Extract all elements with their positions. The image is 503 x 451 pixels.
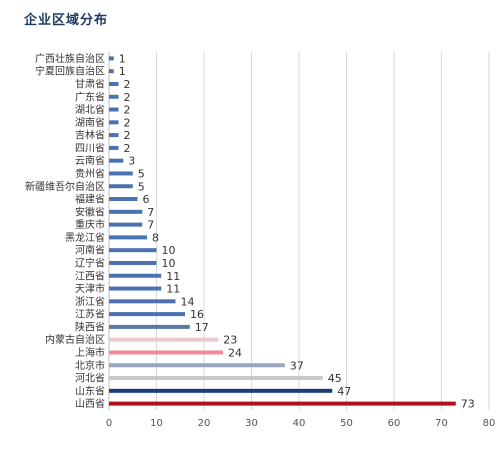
- category-label: 四川省: [75, 141, 105, 154]
- value-label: 7: [147, 206, 154, 219]
- bar: [109, 235, 147, 240]
- bar: [109, 69, 114, 74]
- value-label: 8: [152, 231, 159, 244]
- chart-title: 企业区域分布: [24, 13, 109, 28]
- category-label: 黑龙江省: [65, 231, 105, 244]
- bar: [109, 158, 124, 163]
- category-label: 辽宁省: [75, 256, 105, 269]
- bar: [109, 133, 119, 138]
- x-tick-label: 30: [245, 418, 258, 429]
- x-tick-label: 40: [293, 418, 306, 429]
- value-label: 2: [124, 78, 131, 91]
- category-label: 浙江省: [75, 295, 105, 308]
- bar: [109, 107, 119, 112]
- value-label: 16: [190, 308, 204, 321]
- bar: [109, 209, 143, 214]
- bar: [109, 286, 162, 291]
- category-label: 广西壮族自治区: [35, 52, 105, 65]
- category-label: 新疆维吾尔自治区: [25, 180, 105, 193]
- category-label: 北京市: [75, 359, 105, 372]
- bar: [109, 248, 157, 253]
- value-label: 5: [138, 180, 145, 193]
- value-label: 14: [181, 295, 195, 308]
- x-tick-label: 60: [388, 418, 401, 429]
- bar: [109, 350, 223, 355]
- category-label: 安徽省: [75, 205, 105, 218]
- category-label: 江西省: [75, 269, 105, 282]
- bar: [109, 401, 456, 406]
- category-label: 宁夏回族自治区: [35, 65, 105, 78]
- bar: [109, 145, 119, 150]
- value-label: 23: [223, 334, 237, 347]
- category-label: 天津市: [75, 282, 105, 295]
- value-label: 11: [166, 283, 180, 296]
- bar: [109, 273, 162, 278]
- category-label: 山东省: [75, 384, 105, 397]
- bar: [109, 299, 176, 304]
- x-tick-label: 70: [435, 418, 448, 429]
- category-label: 山西省: [75, 397, 105, 410]
- value-label: 17: [195, 321, 209, 334]
- category-label: 广东省: [75, 90, 105, 103]
- bar: [109, 260, 157, 265]
- value-label: 6: [143, 193, 150, 206]
- x-tick-label: 10: [150, 418, 163, 429]
- bar: [109, 222, 143, 227]
- bar: [109, 94, 119, 99]
- value-label: 37: [290, 359, 304, 372]
- value-label: 2: [124, 142, 131, 155]
- bar: [109, 337, 219, 342]
- bar: [109, 363, 285, 368]
- category-label: 福建省: [75, 193, 105, 206]
- category-label: 湖北省: [75, 103, 105, 116]
- value-label: 1: [119, 65, 126, 78]
- value-label: 5: [138, 167, 145, 180]
- bar: [109, 171, 133, 176]
- value-label: 2: [124, 129, 131, 142]
- value-label: 3: [128, 155, 135, 168]
- x-tick-label: 80: [483, 418, 496, 429]
- value-label: 1: [119, 52, 126, 65]
- category-label: 陕西省: [75, 320, 105, 333]
- value-label: 2: [124, 91, 131, 104]
- category-label: 甘肃省: [75, 77, 105, 90]
- bar: [109, 197, 138, 202]
- value-label: 73: [461, 398, 475, 411]
- value-label: 10: [162, 257, 176, 270]
- value-label: 11: [166, 270, 180, 283]
- category-label: 河南省: [75, 244, 105, 257]
- value-label: 10: [162, 244, 176, 257]
- bar: [109, 81, 119, 86]
- x-tick-label: 20: [198, 418, 211, 429]
- bar: [109, 376, 323, 381]
- bar: [109, 324, 190, 329]
- category-label: 重庆市: [75, 218, 105, 231]
- value-label: 2: [124, 104, 131, 117]
- value-label: 47: [337, 385, 351, 398]
- category-label: 吉林省: [75, 129, 105, 142]
- x-tick-label: 50: [340, 418, 353, 429]
- value-label: 45: [328, 372, 342, 385]
- category-label: 内蒙古自治区: [45, 333, 105, 346]
- bar: [109, 184, 133, 189]
- bar: [109, 388, 333, 393]
- bar: [109, 120, 119, 125]
- value-label: 24: [228, 346, 242, 359]
- bar: [109, 56, 114, 61]
- category-label: 河北省: [75, 372, 105, 385]
- bar: [109, 312, 185, 317]
- category-label: 云南省: [75, 154, 105, 167]
- x-tick-label: 0: [106, 418, 112, 429]
- category-label: 湖南省: [75, 116, 105, 129]
- category-label: 江苏省: [75, 308, 105, 321]
- value-label: 7: [147, 219, 154, 232]
- value-label: 2: [124, 116, 131, 129]
- category-label: 贵州省: [75, 167, 105, 180]
- category-label: 上海市: [75, 346, 105, 359]
